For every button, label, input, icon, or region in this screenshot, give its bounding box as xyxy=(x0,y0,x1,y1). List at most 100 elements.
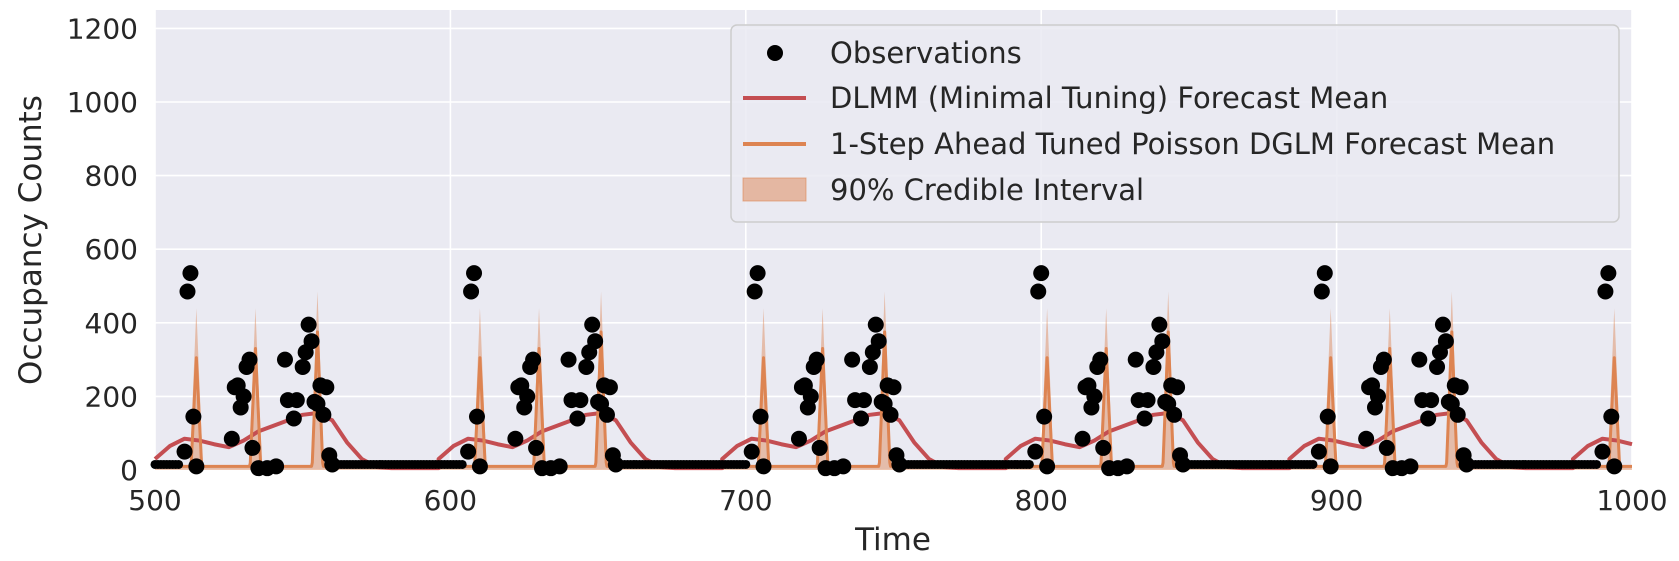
observation-point xyxy=(244,439,261,456)
observation-point xyxy=(1039,458,1056,475)
observation-point xyxy=(861,358,878,375)
legend-interval-patch xyxy=(742,177,807,202)
observation-point xyxy=(572,392,589,409)
observation-point xyxy=(315,406,332,423)
observation-point xyxy=(288,392,305,409)
observation-point xyxy=(276,351,293,368)
x-tick-label: 700 xyxy=(719,484,772,517)
observation-point xyxy=(811,439,828,456)
y-tick-label: 600 xyxy=(85,233,138,266)
observation-point xyxy=(598,406,615,423)
legend-box xyxy=(730,24,1620,223)
observation-point xyxy=(519,388,536,405)
observation-point xyxy=(179,283,196,300)
observation-point xyxy=(746,283,763,300)
y-tick-label: 800 xyxy=(85,160,138,193)
observation-point xyxy=(587,333,604,350)
observation-point xyxy=(1434,316,1451,333)
observation-point xyxy=(1358,430,1375,447)
observation-point xyxy=(1169,379,1186,396)
observation-point xyxy=(1308,459,1318,469)
x-tick-label: 600 xyxy=(424,484,477,517)
observation-point xyxy=(578,358,595,375)
observation-point xyxy=(1151,316,1168,333)
observation-point xyxy=(471,458,488,475)
observation-point xyxy=(300,316,317,333)
observation-point xyxy=(755,458,772,475)
observation-point xyxy=(1429,358,1446,375)
observation-point xyxy=(1145,358,1162,375)
x-tick-label: 500 xyxy=(128,484,181,517)
observation-point xyxy=(528,439,545,456)
observation-point xyxy=(802,388,819,405)
observation-point xyxy=(1136,410,1153,427)
observation-point xyxy=(1452,379,1469,396)
legend-interval-label: 90% Credible Interval xyxy=(830,173,1144,207)
legend: Observations DLMM (Minimal Tuning) Forec… xyxy=(730,24,1620,223)
observation-point xyxy=(463,283,480,300)
observation-point xyxy=(1322,458,1339,475)
y-axis-title: Occupancy Counts xyxy=(13,95,49,385)
observation-point xyxy=(1449,406,1466,423)
observation-point xyxy=(790,430,807,447)
observation-point xyxy=(1420,410,1437,427)
observation-point xyxy=(1423,392,1440,409)
observation-point xyxy=(1597,283,1614,300)
observation-point xyxy=(1375,351,1392,368)
observation-point xyxy=(1319,408,1336,425)
observation-point xyxy=(1600,265,1617,282)
y-tick-label: 1000 xyxy=(67,86,138,119)
observation-point xyxy=(1603,408,1620,425)
observation-point xyxy=(835,458,852,475)
observation-point xyxy=(1594,443,1611,460)
legend-observations-marker xyxy=(767,45,783,61)
observation-point xyxy=(870,333,887,350)
observation-point xyxy=(188,458,205,475)
observation-point xyxy=(844,351,861,368)
observation-point xyxy=(601,379,618,396)
observation-point xyxy=(749,265,766,282)
observation-point xyxy=(457,459,467,469)
observation-point xyxy=(268,458,285,475)
observation-point xyxy=(1411,351,1428,368)
observation-point xyxy=(1592,459,1602,469)
observation-point xyxy=(1139,392,1156,409)
observation-point xyxy=(1369,388,1386,405)
observation-point xyxy=(176,443,193,460)
observation-point xyxy=(174,459,184,469)
observation-point xyxy=(1127,351,1144,368)
observation-point xyxy=(1027,443,1044,460)
legend-dglm-label: 1-Step Ahead Tuned Poisson DGLM Forecast… xyxy=(830,127,1555,161)
x-tick-label: 900 xyxy=(1310,484,1363,517)
tick-labels: 500 600 700 800 900 1000 0 200 400 600 800 1000 1200 xyxy=(67,12,1668,517)
observation-point xyxy=(460,443,477,460)
observation-point xyxy=(752,408,769,425)
legend-observations-label: Observations xyxy=(830,36,1022,70)
y-tick-label: 400 xyxy=(85,307,138,340)
x-tick-label: 800 xyxy=(1014,484,1067,517)
observation-point xyxy=(182,265,199,282)
observation-point xyxy=(1316,265,1333,282)
observation-point xyxy=(1030,283,1047,300)
y-tick-label: 0 xyxy=(120,454,138,487)
observation-point xyxy=(808,351,825,368)
observation-point xyxy=(1095,439,1112,456)
observation-point xyxy=(584,316,601,333)
observation-point xyxy=(560,351,577,368)
observation-point xyxy=(507,430,524,447)
observation-point xyxy=(318,379,335,396)
observation-point xyxy=(1378,439,1395,456)
observation-point xyxy=(1024,459,1034,469)
observation-point xyxy=(1310,443,1327,460)
y-tick-label: 1200 xyxy=(67,12,138,45)
observation-point xyxy=(241,351,258,368)
legend-dlmm-label: DLMM (Minimal Tuning) Forecast Mean xyxy=(830,81,1388,115)
observation-point xyxy=(1118,458,1135,475)
observation-point xyxy=(855,392,872,409)
observation-point xyxy=(294,358,311,375)
x-axis-title: Time xyxy=(854,522,931,558)
observation-point xyxy=(1166,406,1183,423)
observation-point xyxy=(1437,333,1454,350)
observation-point xyxy=(551,458,568,475)
